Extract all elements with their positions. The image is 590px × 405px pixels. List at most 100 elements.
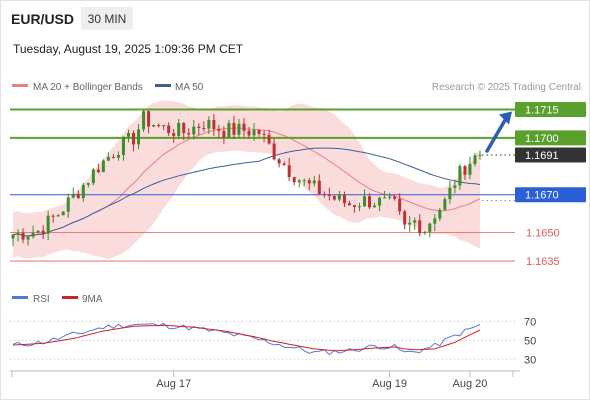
level-label-1.1691: 1.1691 bbox=[525, 150, 559, 162]
ma20-legend-label: MA 20 + Bollinger Bands bbox=[33, 82, 143, 93]
candle-body bbox=[101, 160, 105, 173]
rsi-ma-swatch bbox=[62, 296, 78, 299]
candle-body bbox=[277, 159, 281, 164]
candle-body bbox=[187, 133, 191, 135]
candle-body bbox=[91, 169, 95, 184]
level-label-1.1650: 1.1650 bbox=[526, 228, 560, 240]
candle-body bbox=[126, 133, 131, 137]
candle-body bbox=[227, 123, 231, 138]
x-axis: Aug 17 Aug 19 Aug 20 bbox=[11, 371, 514, 390]
candle-body bbox=[428, 223, 432, 232]
candle-body bbox=[448, 187, 452, 200]
candle-body bbox=[408, 222, 412, 225]
candle-body bbox=[26, 236, 30, 240]
candle-body bbox=[393, 196, 397, 199]
candle-body bbox=[352, 205, 356, 207]
candle-body bbox=[56, 215, 60, 217]
candle-body bbox=[76, 193, 80, 199]
candle-body bbox=[71, 193, 75, 198]
candle-body bbox=[463, 166, 467, 175]
candle-body bbox=[51, 215, 55, 217]
rsi-panel: 70 50 30 bbox=[10, 317, 536, 366]
candle-body bbox=[418, 220, 422, 234]
x-tick-label-Aug-20: Aug 20 bbox=[453, 378, 488, 390]
candle-body bbox=[212, 119, 216, 130]
timeframe-badge[interactable] bbox=[81, 7, 133, 30]
ma20-swatch bbox=[12, 84, 28, 87]
candle-body bbox=[137, 129, 141, 145]
projection-arrow-head bbox=[499, 111, 512, 125]
candle-body bbox=[132, 133, 136, 145]
candle-body bbox=[202, 127, 206, 129]
candle-body bbox=[222, 130, 226, 138]
candle-body bbox=[327, 194, 331, 197]
rsi-tick-label-50: 50 bbox=[524, 335, 536, 347]
candle-body bbox=[433, 218, 437, 224]
level-tag-1.1700 bbox=[515, 130, 586, 146]
candle-body bbox=[403, 211, 407, 225]
ma50-swatch bbox=[155, 84, 171, 87]
candle-body bbox=[152, 125, 156, 127]
level-label-1.1635: 1.1635 bbox=[526, 256, 560, 268]
candle-body bbox=[473, 155, 477, 164]
candle-body bbox=[302, 180, 306, 182]
candle-body bbox=[453, 185, 457, 188]
candle-body bbox=[272, 143, 276, 160]
candle-body bbox=[458, 166, 462, 186]
candle-body bbox=[297, 180, 301, 183]
candle-body bbox=[292, 177, 296, 183]
candle-body bbox=[423, 231, 427, 234]
candle-body bbox=[157, 125, 161, 127]
level-tag-1.1715 bbox=[515, 101, 586, 117]
candlesticks bbox=[11, 109, 482, 246]
ma50-legend-label: MA 50 bbox=[175, 82, 204, 93]
candle-body bbox=[378, 197, 382, 206]
timeframe-label: 30 MIN bbox=[88, 12, 127, 26]
symbol-title: EUR/USD bbox=[11, 11, 74, 27]
projection-arrow-shaft bbox=[485, 116, 508, 153]
candle-body bbox=[262, 133, 266, 135]
timestamp: Tuesday, August 19, 2025 1:09:36 PM CET bbox=[13, 42, 244, 56]
moving-averages bbox=[12, 127, 481, 237]
x-tick-label-Aug-19: Aug 19 bbox=[372, 378, 407, 390]
candle-body bbox=[16, 232, 20, 235]
rsi-legend-label: RSI bbox=[33, 294, 50, 305]
candle-body bbox=[468, 163, 472, 175]
candle-body bbox=[317, 180, 321, 194]
rsi-ma-line bbox=[12, 324, 481, 352]
candle-body bbox=[61, 211, 65, 216]
candle-body bbox=[142, 111, 146, 130]
level-labels: 1.1715 1.1700 1.1691 1.1670 1.1650 1.1635 bbox=[515, 101, 586, 268]
candle-body bbox=[332, 196, 336, 200]
candle-body bbox=[81, 184, 85, 199]
candle-body bbox=[66, 197, 70, 212]
candle-body bbox=[237, 123, 241, 135]
candle-body bbox=[357, 206, 361, 208]
level-label-1.1715: 1.1715 bbox=[525, 104, 559, 116]
candle-body bbox=[182, 122, 186, 134]
ma50-line bbox=[12, 147, 481, 237]
candle-body bbox=[197, 126, 201, 128]
candle-body bbox=[478, 154, 482, 156]
rsi-swatch bbox=[12, 296, 28, 299]
candle-body bbox=[36, 230, 40, 233]
candle-body bbox=[368, 196, 372, 208]
candle-body bbox=[167, 125, 171, 134]
x-tick-label-Aug-17: Aug 17 bbox=[156, 378, 191, 390]
candle-body bbox=[242, 123, 246, 131]
candle-body bbox=[111, 157, 115, 159]
candle-body bbox=[373, 205, 377, 208]
credit-text: Research © 2025 Trading Central bbox=[432, 82, 581, 93]
candle-body bbox=[383, 197, 387, 199]
level-tag-1.1691 bbox=[515, 147, 586, 163]
candle-body bbox=[31, 232, 35, 237]
candle-body bbox=[287, 165, 291, 178]
rsi-tick-label-70: 70 bbox=[524, 317, 536, 329]
level-label-1.1700: 1.1700 bbox=[525, 133, 559, 145]
candle-body bbox=[252, 129, 256, 136]
candle-body bbox=[362, 196, 367, 207]
candle-body bbox=[147, 111, 151, 127]
candle-body bbox=[342, 194, 346, 204]
